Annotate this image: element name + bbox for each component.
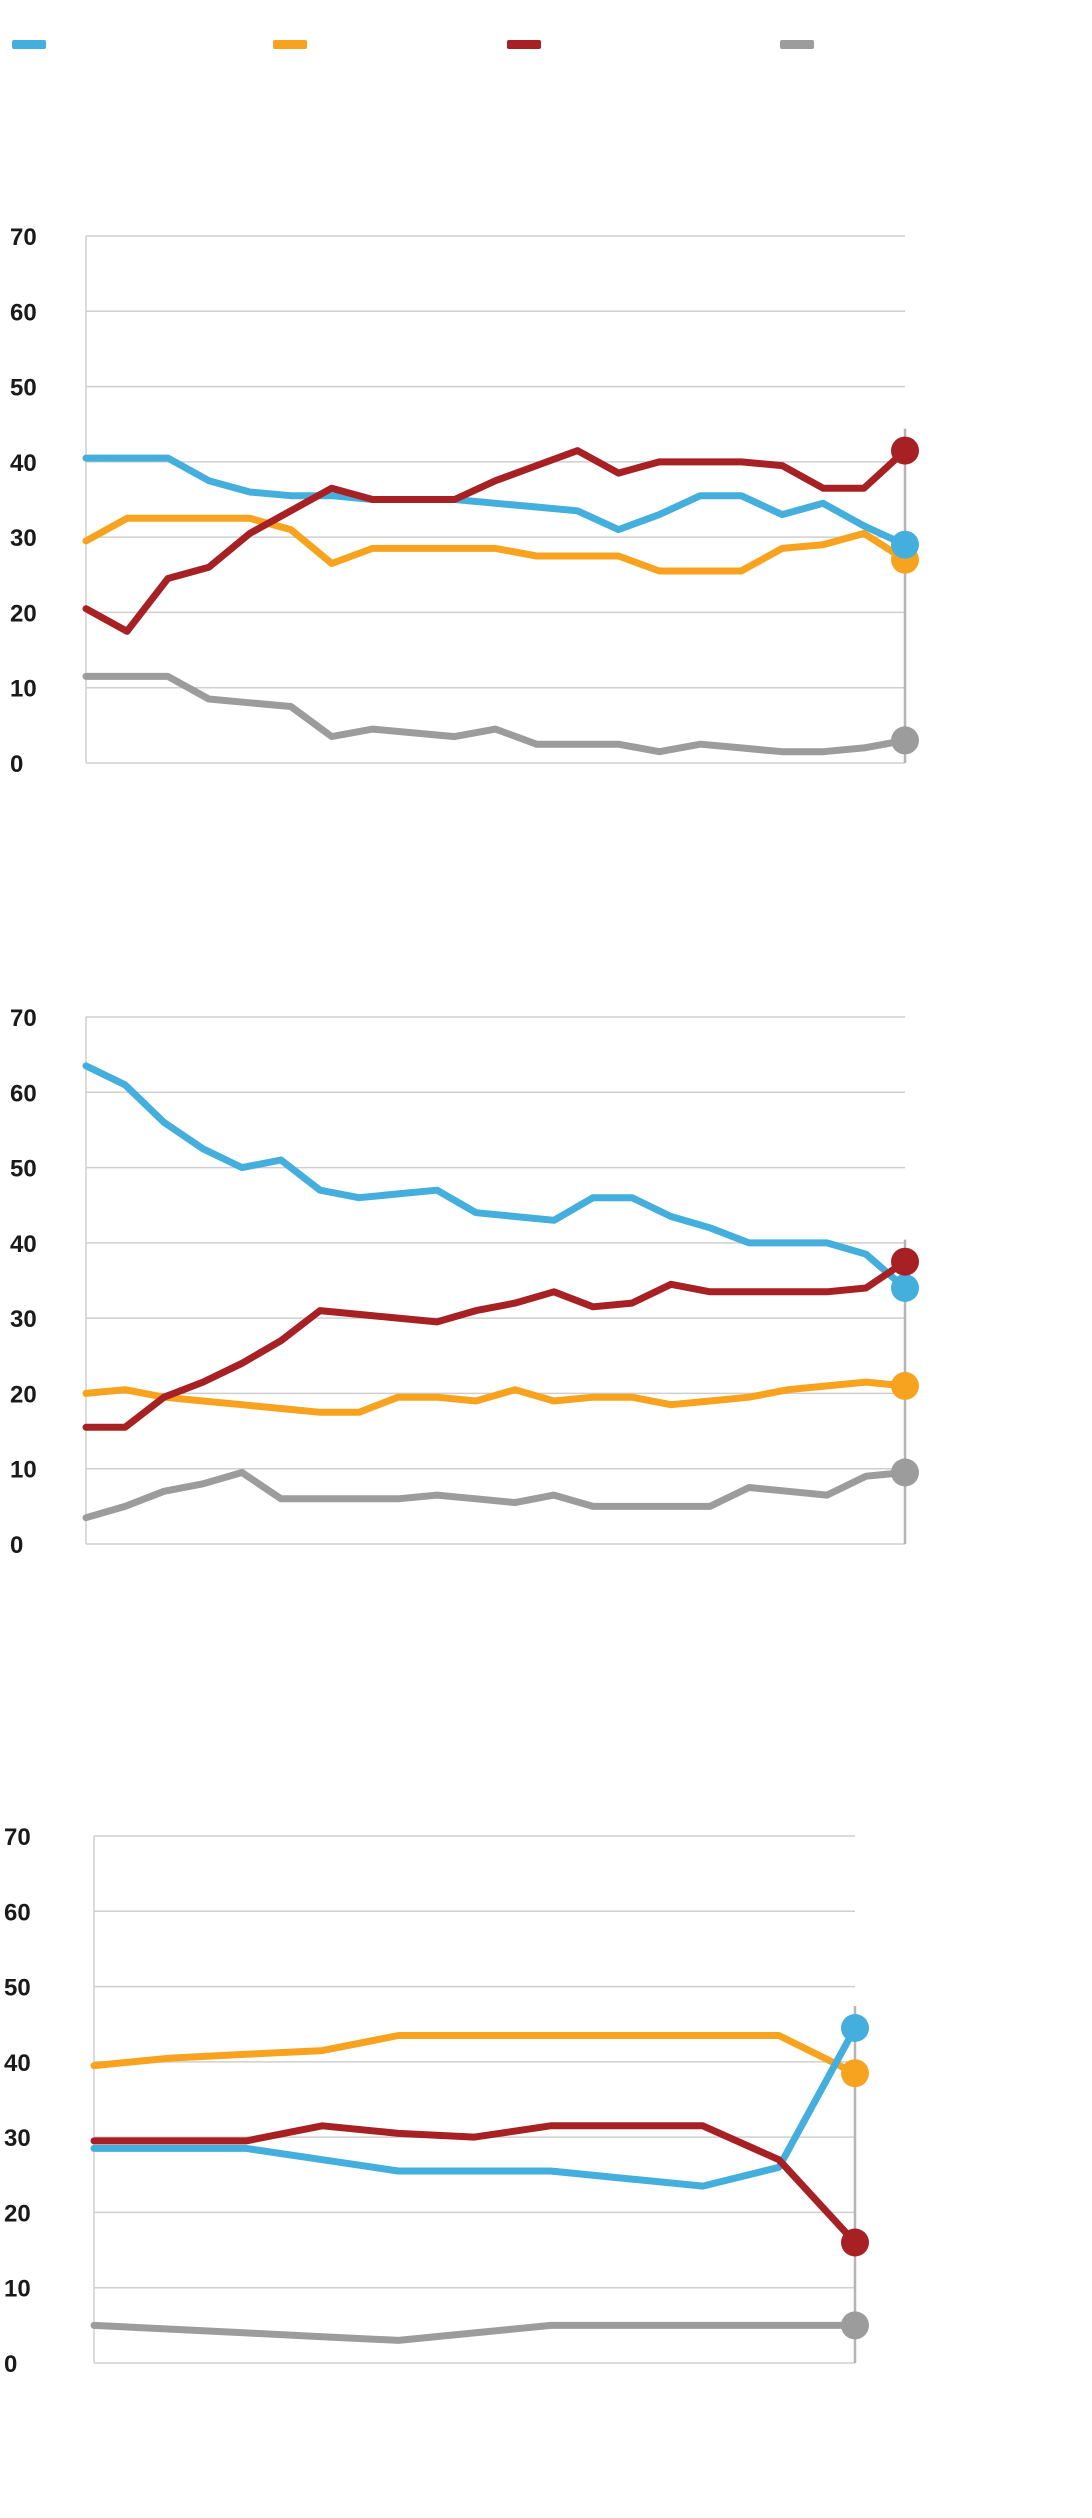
y-tick-label-30: 30 <box>10 525 37 552</box>
chart-1: 70 60 50 40 30 20 10 0 <box>10 224 919 778</box>
y-tick-label-50: 50 <box>10 375 37 402</box>
end-dot-red <box>891 436 919 465</box>
y-tick-label-50: 50 <box>4 1975 31 2002</box>
chart-2: 70 60 50 40 30 20 10 0 <box>10 1005 919 1559</box>
legend-swatch-orange <box>273 40 307 49</box>
y-tick-label-0: 0 <box>10 1532 23 1559</box>
y-tick-label-70: 70 <box>10 224 37 251</box>
series-line-red <box>90 2122 859 2246</box>
end-dot-orange <box>841 2059 869 2088</box>
y-tick-label-20: 20 <box>4 2200 31 2227</box>
y-tick-label-20: 20 <box>10 600 37 627</box>
end-dot-gray <box>891 726 919 755</box>
series-line-red <box>82 1258 909 1431</box>
y-tick-label-10: 10 <box>10 1457 37 1484</box>
end-dot-blue <box>841 2014 869 2042</box>
legend-swatch-blue <box>12 40 46 49</box>
end-dot-red <box>891 1247 919 1276</box>
end-dot-gray <box>841 2311 869 2340</box>
y-tick-label-30: 30 <box>4 2125 31 2152</box>
series-line-blue <box>82 454 909 549</box>
series-line-gray <box>82 1469 909 1522</box>
end-dot-red <box>841 2228 869 2257</box>
y-tick-label-10: 10 <box>10 676 37 703</box>
end-dot-blue <box>891 530 919 559</box>
y-tick-label-60: 60 <box>4 1899 31 1926</box>
y-tick-label-40: 40 <box>10 450 37 477</box>
y-tick-label-10: 10 <box>4 2276 31 2303</box>
end-dot-blue <box>891 1274 919 1302</box>
y-tick-label-40: 40 <box>10 1231 37 1258</box>
series-line-orange <box>82 1378 909 1416</box>
series-line-orange <box>82 514 909 575</box>
y-tick-label-60: 60 <box>10 299 37 326</box>
y-tick-label-50: 50 <box>10 1156 37 1183</box>
y-tick-label-60: 60 <box>10 1080 37 1107</box>
end-dot-orange <box>891 1371 919 1400</box>
y-tick-label-0: 0 <box>10 751 23 778</box>
series-line-gray <box>90 2321 859 2344</box>
y-tick-label-20: 20 <box>10 1381 37 1408</box>
end-dot-gray <box>891 1458 919 1487</box>
series-line-gray <box>82 672 909 756</box>
legend-swatch-gray <box>780 40 814 49</box>
y-tick-label-70: 70 <box>10 1005 37 1032</box>
y-tick-label-40: 40 <box>4 2050 31 2077</box>
y-tick-label-30: 30 <box>10 1306 37 1333</box>
chart-3: 70 60 50 40 30 20 10 0 <box>4 1824 869 2378</box>
series-line-red <box>82 447 909 635</box>
chart-legend <box>0 0 1092 60</box>
y-tick-label-0: 0 <box>4 2351 17 2378</box>
series-line-blue <box>90 2024 859 2190</box>
legend-swatch-red <box>507 40 541 49</box>
series-line-orange <box>90 2032 859 2077</box>
y-tick-label-70: 70 <box>4 1824 31 1851</box>
series-line-blue <box>82 1062 909 1292</box>
